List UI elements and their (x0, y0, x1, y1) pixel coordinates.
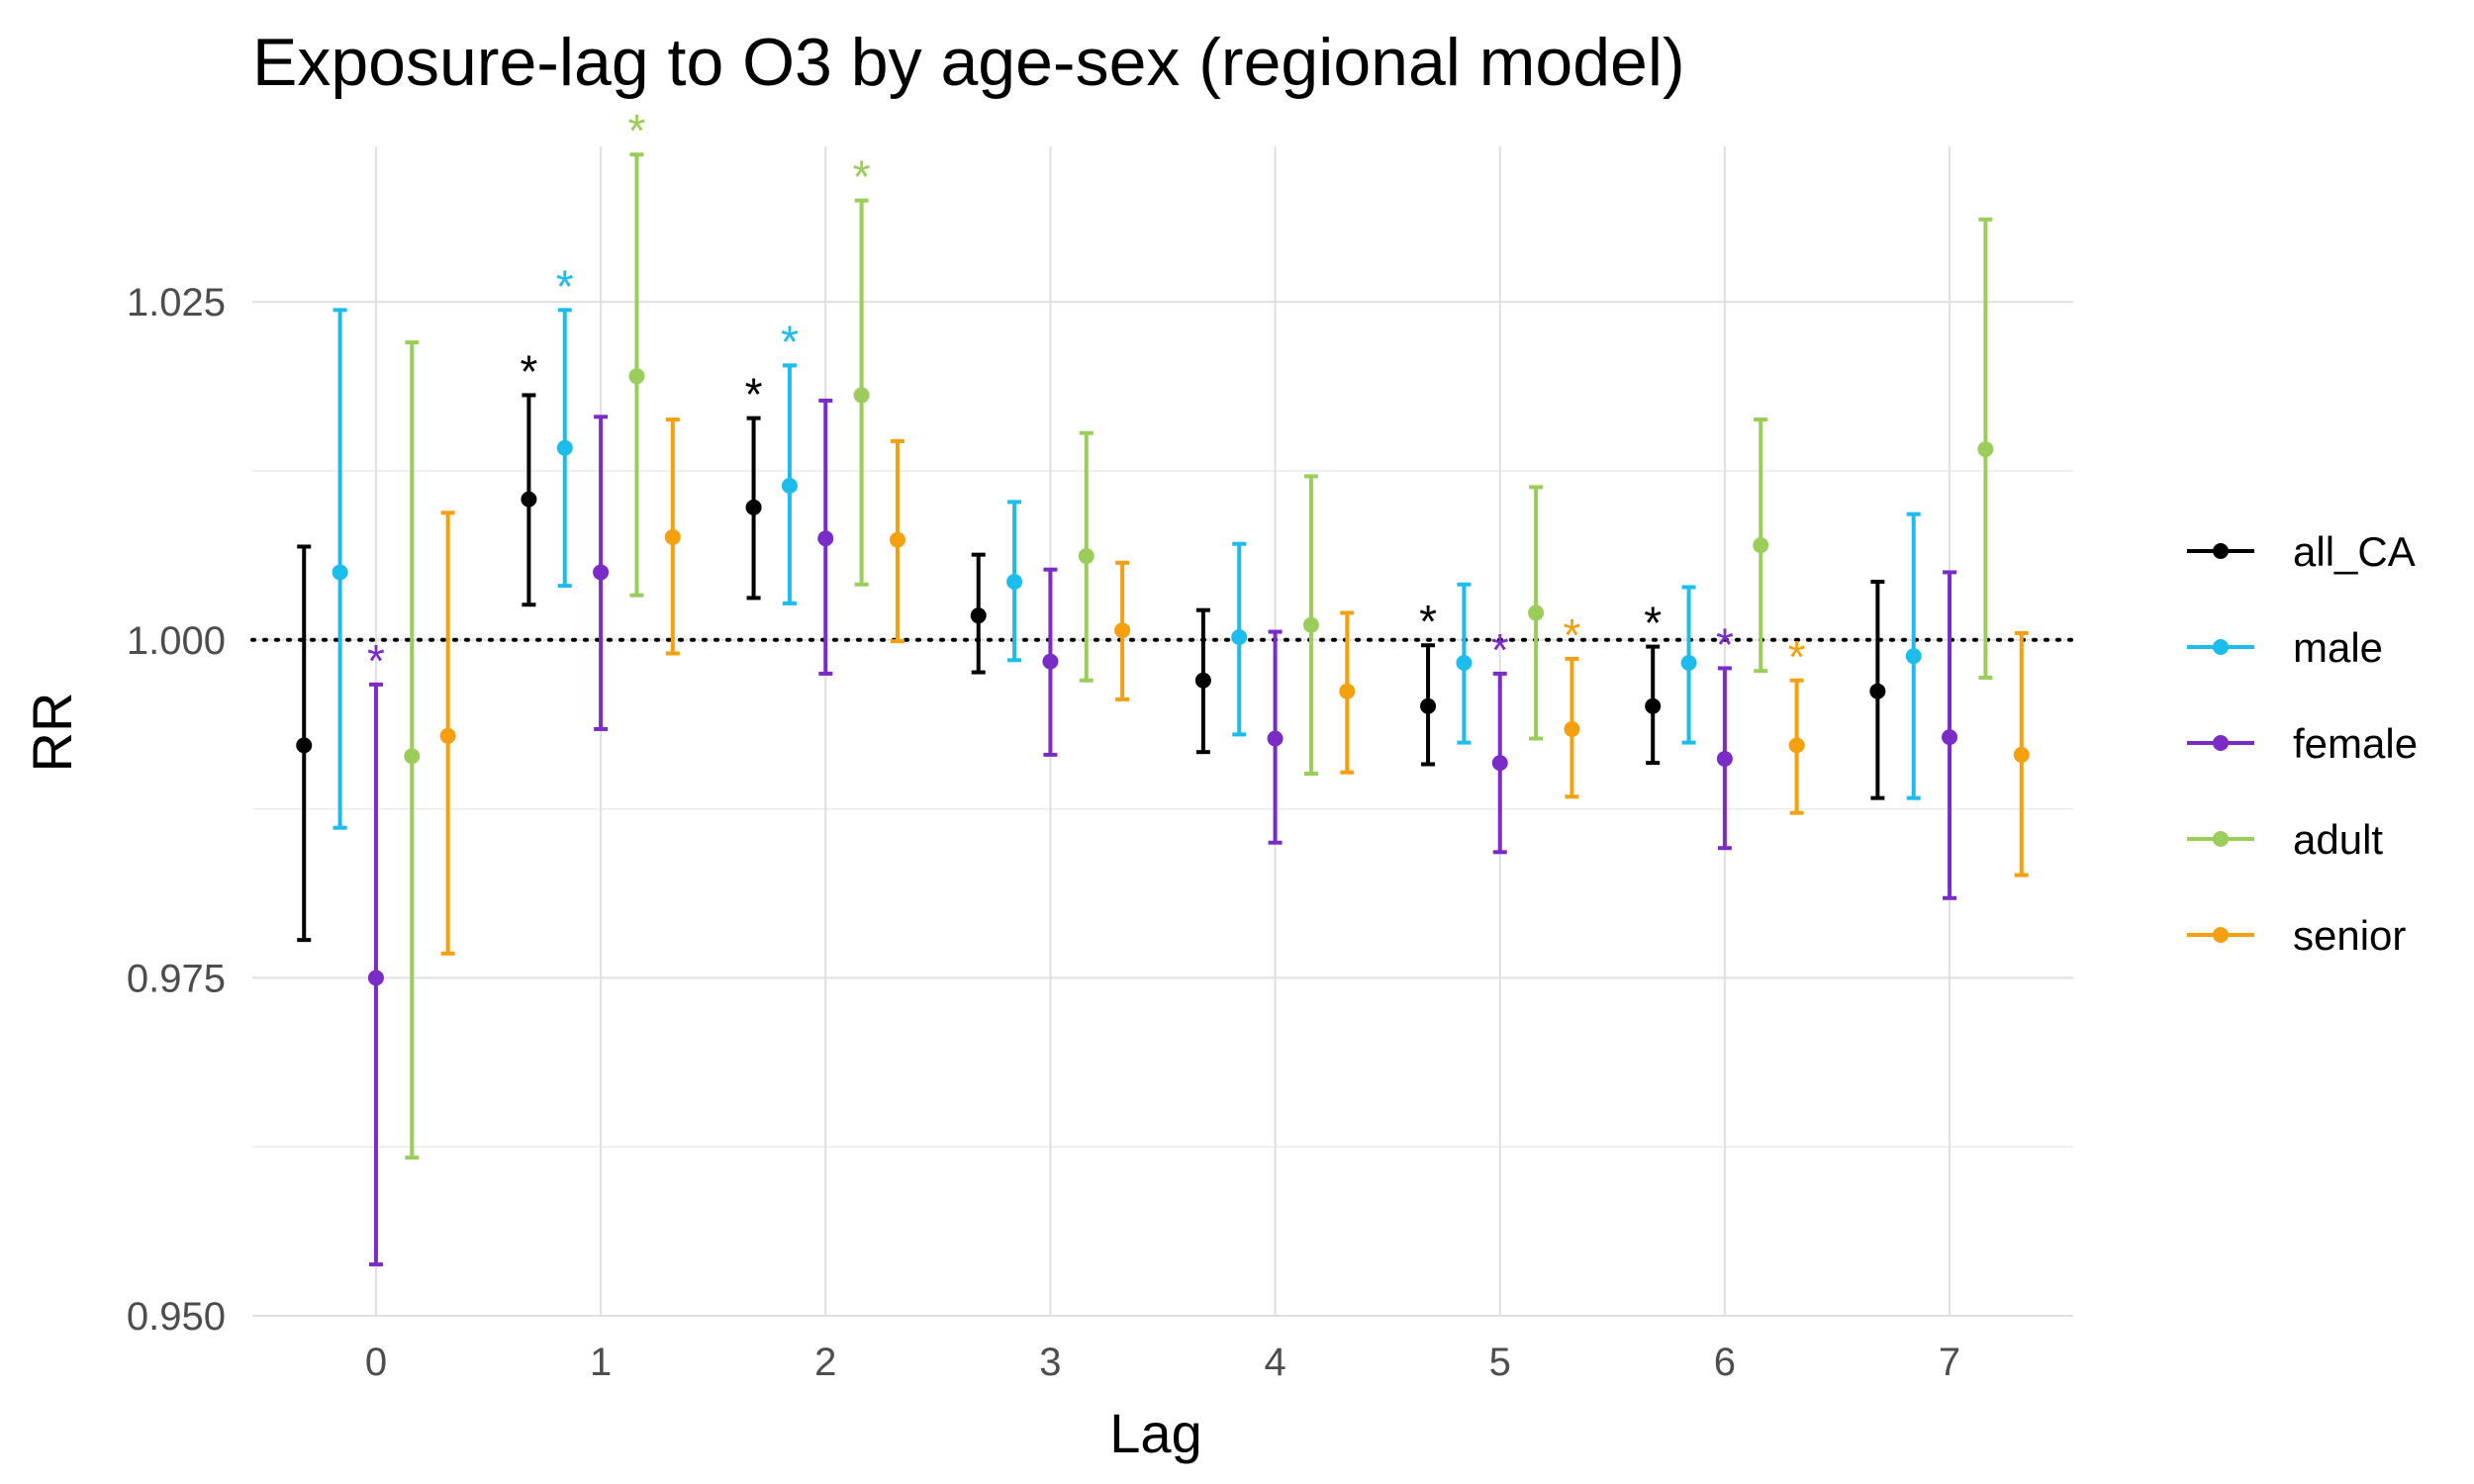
legend-label: adult (2293, 816, 2383, 863)
data-point (1645, 697, 1662, 714)
data-point (1680, 654, 1697, 671)
y-tick-label: 0.975 (127, 957, 226, 1000)
data-point (1753, 537, 1769, 554)
data-point (593, 564, 610, 581)
series-group: * ** **** * **** * (296, 105, 2030, 1267)
data-point (1420, 697, 1437, 714)
data-point (1078, 548, 1094, 565)
data-point (404, 748, 421, 765)
legend-item-male: male (2187, 624, 2383, 671)
x-tick-label: 4 (1264, 1341, 1285, 1384)
data-point (628, 368, 645, 385)
series-female: * * * (367, 398, 1958, 1267)
data-point (521, 491, 537, 508)
significance-marker: * (520, 345, 537, 397)
data-point (1564, 720, 1580, 737)
data-point (1977, 441, 1994, 458)
data-point (367, 970, 384, 986)
data-point (1788, 737, 1805, 754)
significance-marker: * (1644, 598, 1662, 649)
data-point (1456, 654, 1473, 671)
legend-item-senior: senior (2187, 912, 2406, 959)
significance-marker: * (1491, 624, 1509, 676)
significance-marker: * (1716, 618, 1734, 670)
data-point (745, 499, 762, 515)
data-point (970, 607, 987, 624)
data-point (1042, 653, 1059, 670)
data-point (1231, 629, 1248, 646)
data-point (1339, 683, 1356, 699)
y-tick-label: 1.025 (127, 281, 226, 325)
y-axis-title: RR (21, 693, 83, 773)
data-point (1267, 730, 1284, 747)
significance-marker: * (627, 105, 645, 156)
series-adult: ** (404, 105, 1994, 1160)
x-tick-label: 6 (1714, 1341, 1736, 1384)
series-senior: * * (439, 417, 2030, 956)
data-point (332, 564, 348, 581)
data-point (781, 477, 798, 494)
significance-marker: * (1419, 596, 1437, 647)
data-point (889, 531, 905, 548)
data-point (1905, 648, 1922, 665)
data-point (1194, 672, 1211, 689)
significance-marker: * (1563, 609, 1580, 661)
data-point (1528, 604, 1545, 621)
data-point (439, 727, 456, 744)
legend-label: male (2293, 624, 2383, 671)
legend-key-point (2213, 639, 2229, 655)
legend-item-all_CA: all_CA (2187, 528, 2416, 575)
x-tick-label: 0 (365, 1341, 387, 1384)
data-point (1716, 751, 1733, 768)
significance-marker: * (781, 316, 799, 367)
series-male: ** (332, 260, 1922, 830)
chart-title: Exposure-lag to O3 by age-sex (regional … (252, 25, 1685, 100)
data-point (817, 530, 834, 547)
significance-marker: * (367, 635, 385, 687)
data-point (1302, 616, 1319, 633)
legend-label: senior (2293, 912, 2406, 959)
axes: 0.950 0.975 1.000 1.025 0 1 2 3 4 5 6 7 (127, 281, 1960, 1384)
legend-label: all_CA (2293, 528, 2416, 575)
data-point (1114, 622, 1131, 639)
x-axis-title: Lag (1109, 1402, 1201, 1464)
significance-marker: * (1788, 631, 1806, 683)
y-tick-label: 0.950 (127, 1295, 226, 1339)
data-point (1869, 683, 1886, 699)
legend-key-point (2213, 831, 2229, 847)
data-point (1491, 755, 1508, 772)
y-tick-label: 1.000 (127, 619, 226, 663)
x-tick-label: 7 (1939, 1341, 1960, 1384)
data-point (1942, 729, 1958, 746)
significance-marker: * (556, 260, 574, 312)
x-tick-label: 5 (1489, 1341, 1511, 1384)
data-point (664, 528, 681, 545)
legend-key-point (2213, 927, 2229, 943)
x-tick-label: 3 (1039, 1341, 1061, 1384)
data-point (556, 439, 573, 456)
data-point (2013, 746, 2030, 763)
legend-key-point (2213, 543, 2229, 559)
data-point (296, 737, 313, 754)
data-point (1006, 574, 1023, 591)
legend-key-point (2213, 735, 2229, 751)
legend-item-adult: adult (2187, 816, 2383, 863)
data-point (853, 387, 870, 404)
x-tick-label: 1 (590, 1341, 612, 1384)
significance-marker: * (745, 369, 763, 420)
series-all_CA: * * * * (296, 345, 1886, 943)
significance-marker: * (853, 151, 871, 203)
legend-item-female: female (2187, 720, 2418, 767)
legend-label: female (2293, 720, 2418, 767)
x-tick-label: 2 (814, 1341, 836, 1384)
